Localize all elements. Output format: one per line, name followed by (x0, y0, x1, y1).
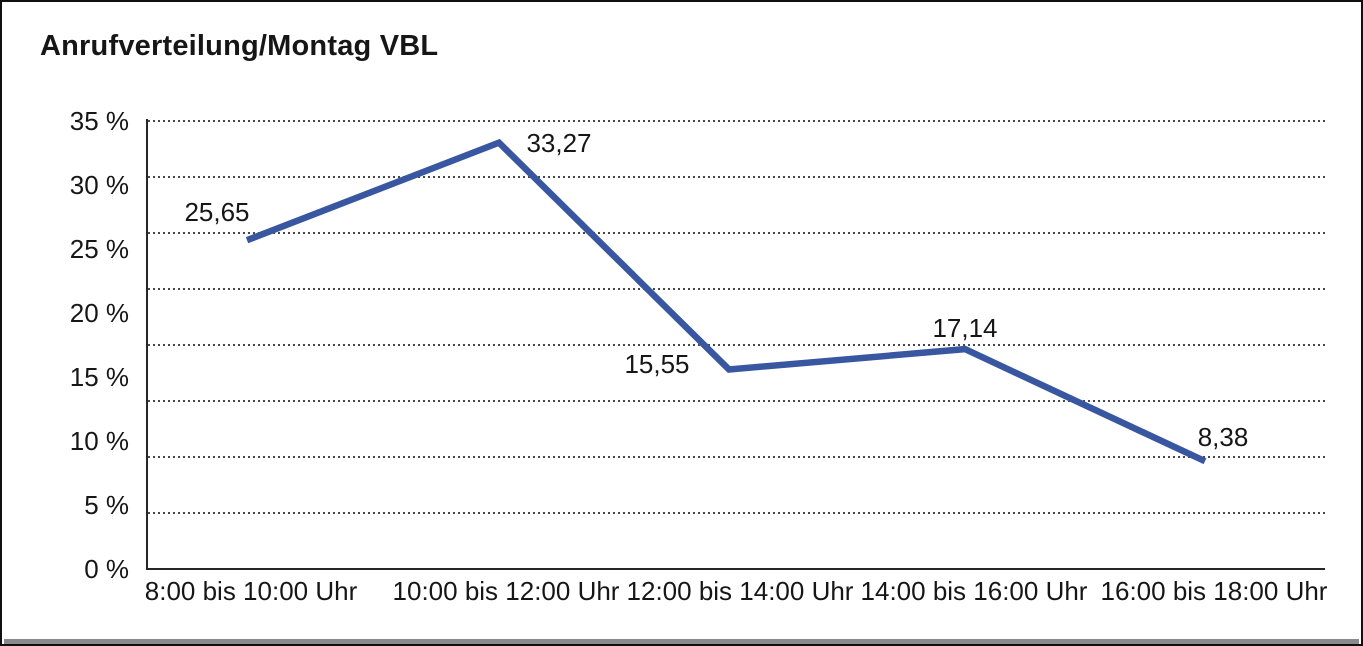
x-axis-line (146, 567, 1325, 570)
data-point-label: 33,27 (526, 127, 592, 158)
gridline-dotted (148, 231, 1325, 234)
y-tick-label: 5 % (84, 490, 129, 520)
data-point-label: 25,65 (184, 197, 250, 228)
y-axis-line (146, 119, 148, 570)
y-tick-label: 30 % (69, 170, 129, 200)
y-tick-label: 15 % (69, 362, 129, 392)
gridline-dotted (148, 455, 1325, 458)
gridline-dotted (148, 119, 1325, 122)
window-bottom-edge (4, 639, 1359, 644)
gridline-dotted (148, 175, 1325, 178)
gridline-dotted (148, 287, 1325, 290)
x-tick-label: 8:00 bis 10:00 Uhr (144, 576, 358, 606)
y-tick-label: 10 % (69, 426, 129, 456)
x-tick-label: 14:00 bis 16:00 Uhr (860, 576, 1088, 606)
x-tick-label: 10:00 bis 12:00 Uhr (392, 576, 620, 606)
call-distribution-line (245, 138, 1207, 465)
data-point-label: 17,14 (932, 313, 998, 344)
gridline-dotted (148, 343, 1325, 346)
y-tick-label: 25 % (69, 234, 129, 264)
gridline-dotted (148, 399, 1325, 402)
data-point-label: 15,55 (624, 349, 690, 380)
y-tick-label: 35 % (69, 106, 129, 136)
chart-title: Anrufverteilung/Montag VBL (40, 30, 439, 62)
x-tick-label: 16:00 bis 18:00 Uhr (1100, 576, 1328, 606)
y-tick-label: 20 % (69, 298, 129, 328)
gridline-dotted (148, 511, 1325, 514)
y-tick-label: 0 % (84, 554, 129, 584)
x-tick-label: 12:00 bis 14:00 Uhr (626, 576, 854, 606)
data-point-label: 8,38 (1197, 422, 1249, 453)
